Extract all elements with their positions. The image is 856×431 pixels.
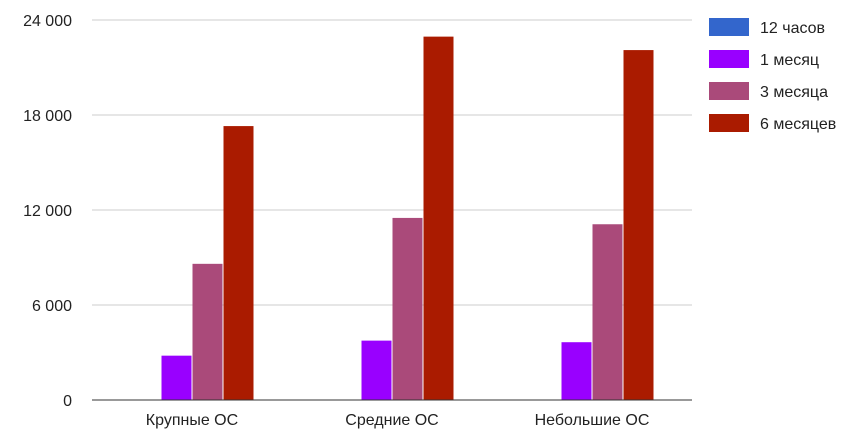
y-tick-label: 18 000 <box>23 108 72 125</box>
bar <box>592 224 623 400</box>
x-category-label: Небольшие ОС <box>535 412 650 429</box>
bar <box>223 126 254 400</box>
x-axis-categories: Крупные ОС Средние ОС Небольшие ОС <box>146 412 650 429</box>
y-tick-label: 0 <box>63 393 72 410</box>
bar <box>192 263 223 400</box>
y-axis-ticks: 0 6 000 12 000 18 000 24 000 <box>23 13 72 410</box>
legend-label: 1 месяц <box>760 52 819 69</box>
legend-swatch <box>709 82 749 100</box>
legend-label: 3 месяца <box>760 84 828 101</box>
bar <box>561 342 592 400</box>
x-category-label: Средние ОС <box>345 412 438 429</box>
y-tick-label: 24 000 <box>23 13 72 30</box>
bar <box>392 217 423 400</box>
y-tick-label: 6 000 <box>32 298 72 315</box>
x-category-label: Крупные ОС <box>146 412 238 429</box>
gridlines <box>92 19 692 306</box>
bars <box>161 36 654 400</box>
bar <box>161 355 192 400</box>
legend-swatch <box>709 114 749 132</box>
bar <box>423 36 454 400</box>
legend-label: 12 часов <box>760 20 825 37</box>
bar <box>361 340 392 400</box>
legend-label: 6 месяцев <box>760 116 836 133</box>
bar <box>623 50 654 400</box>
legend-swatch <box>709 50 749 68</box>
legend-swatch <box>709 18 749 36</box>
legend: 12 часов 1 месяц 3 месяца 6 месяцев <box>709 18 836 133</box>
y-tick-label: 12 000 <box>23 203 72 220</box>
